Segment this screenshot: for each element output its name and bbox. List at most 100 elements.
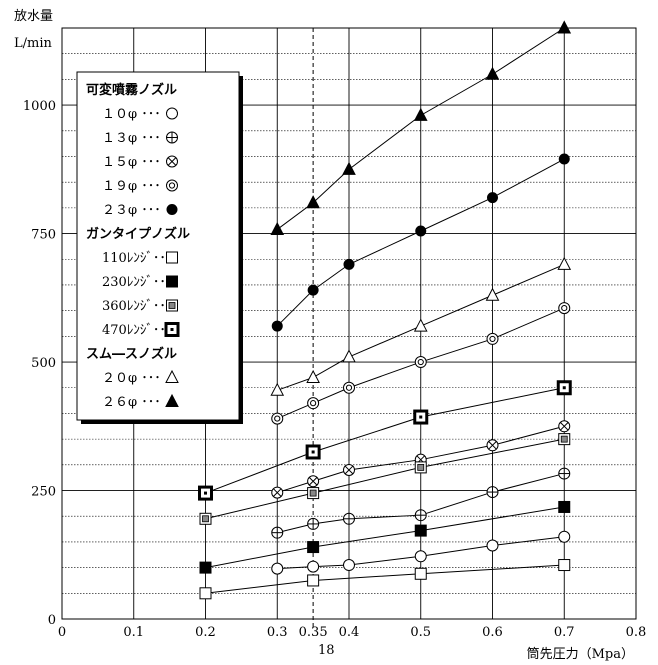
legend-item-label: ２０φ ･･･ bbox=[102, 371, 161, 386]
x-tick-label: 0.2 bbox=[195, 625, 216, 640]
marker-part bbox=[166, 251, 178, 264]
legend-marker-square-double bbox=[166, 299, 178, 312]
data-point-circle-x bbox=[558, 420, 571, 433]
marker-part bbox=[310, 400, 317, 407]
legend-marker-square-open bbox=[166, 251, 178, 264]
marker-part bbox=[419, 415, 423, 419]
marker-part bbox=[168, 302, 176, 309]
data-point-triangle-filled bbox=[413, 107, 428, 121]
series-line-triangle-open bbox=[277, 263, 565, 391]
marker-part bbox=[413, 107, 428, 121]
y-tick-label: 0 bbox=[48, 613, 56, 628]
marker-part bbox=[414, 567, 427, 580]
marker-part bbox=[558, 530, 571, 543]
marker-part bbox=[415, 225, 427, 237]
marker-part bbox=[166, 107, 178, 120]
series-line-square-bold bbox=[205, 387, 565, 494]
data-point-triangle-open bbox=[557, 256, 572, 270]
marker-part bbox=[558, 500, 571, 513]
data-point-triangle-filled bbox=[485, 66, 500, 80]
legend-item-label: ２６φ ･･･ bbox=[102, 395, 161, 410]
marker-part bbox=[557, 20, 572, 34]
data-point-triangle-open bbox=[413, 318, 428, 332]
data-point-circle-plus bbox=[307, 517, 320, 530]
data-point-square-double bbox=[414, 461, 427, 474]
series-line-circle-x bbox=[277, 425, 565, 494]
marker-part bbox=[342, 161, 356, 175]
marker-part bbox=[343, 559, 355, 572]
data-point-circle-x bbox=[486, 439, 499, 452]
data-point-square-open bbox=[414, 567, 427, 580]
data-point-circle-open bbox=[486, 539, 499, 552]
data-point-triangle-open bbox=[270, 382, 285, 396]
marker-part bbox=[274, 415, 281, 422]
x-tick-label: 0 bbox=[58, 625, 66, 640]
marker-part bbox=[488, 441, 497, 450]
data-point-square-open bbox=[307, 574, 320, 587]
legend-item-label: ２３φ ･･･ bbox=[102, 203, 161, 218]
marker-part bbox=[489, 335, 496, 343]
data-point-circle-plus bbox=[271, 526, 284, 539]
marker-part bbox=[306, 195, 320, 209]
data-point-circle-double bbox=[486, 332, 499, 345]
data-point-triangle-open bbox=[485, 287, 500, 301]
marker-part bbox=[199, 561, 212, 574]
marker-part bbox=[557, 256, 572, 270]
marker-part bbox=[166, 204, 178, 215]
y-tick-label: 750 bbox=[31, 228, 56, 243]
data-point-square-filled bbox=[307, 541, 320, 554]
marker-part bbox=[270, 382, 285, 396]
series-line-circle-double bbox=[277, 307, 565, 420]
marker-part bbox=[485, 287, 500, 301]
legend-marker-square-filled bbox=[166, 275, 178, 288]
legend-marker-circle-double bbox=[166, 179, 178, 192]
y-tick-label: 250 bbox=[31, 485, 56, 500]
legend-item-label: １５φ ･･･ bbox=[102, 155, 161, 170]
data-point-circle-plus bbox=[343, 512, 355, 525]
x-tick-label: 0.7 bbox=[554, 625, 575, 640]
series-layer bbox=[198, 20, 572, 600]
data-point-circle-x bbox=[307, 475, 320, 488]
legend-item-label: 470ﾚﾝｼﾞ･･･ bbox=[102, 323, 172, 338]
legend-box bbox=[76, 71, 240, 421]
data-point-square-bold bbox=[198, 485, 213, 501]
data-point-square-filled bbox=[558, 500, 571, 513]
marker-part bbox=[202, 515, 209, 523]
y-axis-label-line2: L/min bbox=[14, 36, 52, 51]
data-point-circle-open bbox=[271, 562, 284, 575]
marker-part bbox=[204, 491, 207, 495]
x-tick-label: 0.4 bbox=[339, 625, 360, 640]
marker-part bbox=[562, 386, 566, 390]
marker-part bbox=[345, 384, 353, 391]
marker-part bbox=[417, 358, 424, 366]
data-point-circle-double bbox=[271, 412, 284, 425]
legend-marker-triangle-open bbox=[165, 369, 179, 383]
data-point-triangle-open bbox=[306, 369, 320, 383]
data-point-triangle-filled bbox=[557, 20, 572, 34]
x-tick-label: 0.8 bbox=[626, 625, 647, 640]
data-point-circle-x bbox=[271, 486, 284, 499]
data-point-circle-double bbox=[558, 302, 571, 315]
marker-part bbox=[166, 275, 178, 288]
x-tick-label: 0.5 bbox=[410, 625, 431, 640]
marker-part bbox=[167, 157, 177, 166]
data-point-square-double bbox=[307, 487, 320, 500]
legend-marker-circle-plus bbox=[166, 131, 178, 144]
x-tick-label: 0.1 bbox=[123, 625, 144, 640]
legend-item-label: １０φ ･･･ bbox=[102, 107, 161, 122]
legend-item-label: １９φ ･･･ bbox=[102, 179, 161, 194]
legend-marker-square-bold bbox=[164, 322, 180, 337]
data-point-circle-filled bbox=[307, 284, 319, 296]
marker-part bbox=[414, 524, 427, 537]
series-line-square-open bbox=[205, 564, 565, 594]
marker-part bbox=[307, 560, 320, 573]
y-axis-label-line1: 放水量 bbox=[14, 9, 53, 24]
x-tick-label: 0.6 bbox=[482, 625, 503, 640]
marker-part bbox=[560, 422, 569, 431]
marker-part bbox=[309, 489, 317, 497]
data-point-circle-filled bbox=[343, 258, 355, 270]
data-point-circle-filled bbox=[415, 225, 427, 237]
series-line-square-filled bbox=[205, 506, 565, 569]
marker-part bbox=[199, 587, 212, 600]
